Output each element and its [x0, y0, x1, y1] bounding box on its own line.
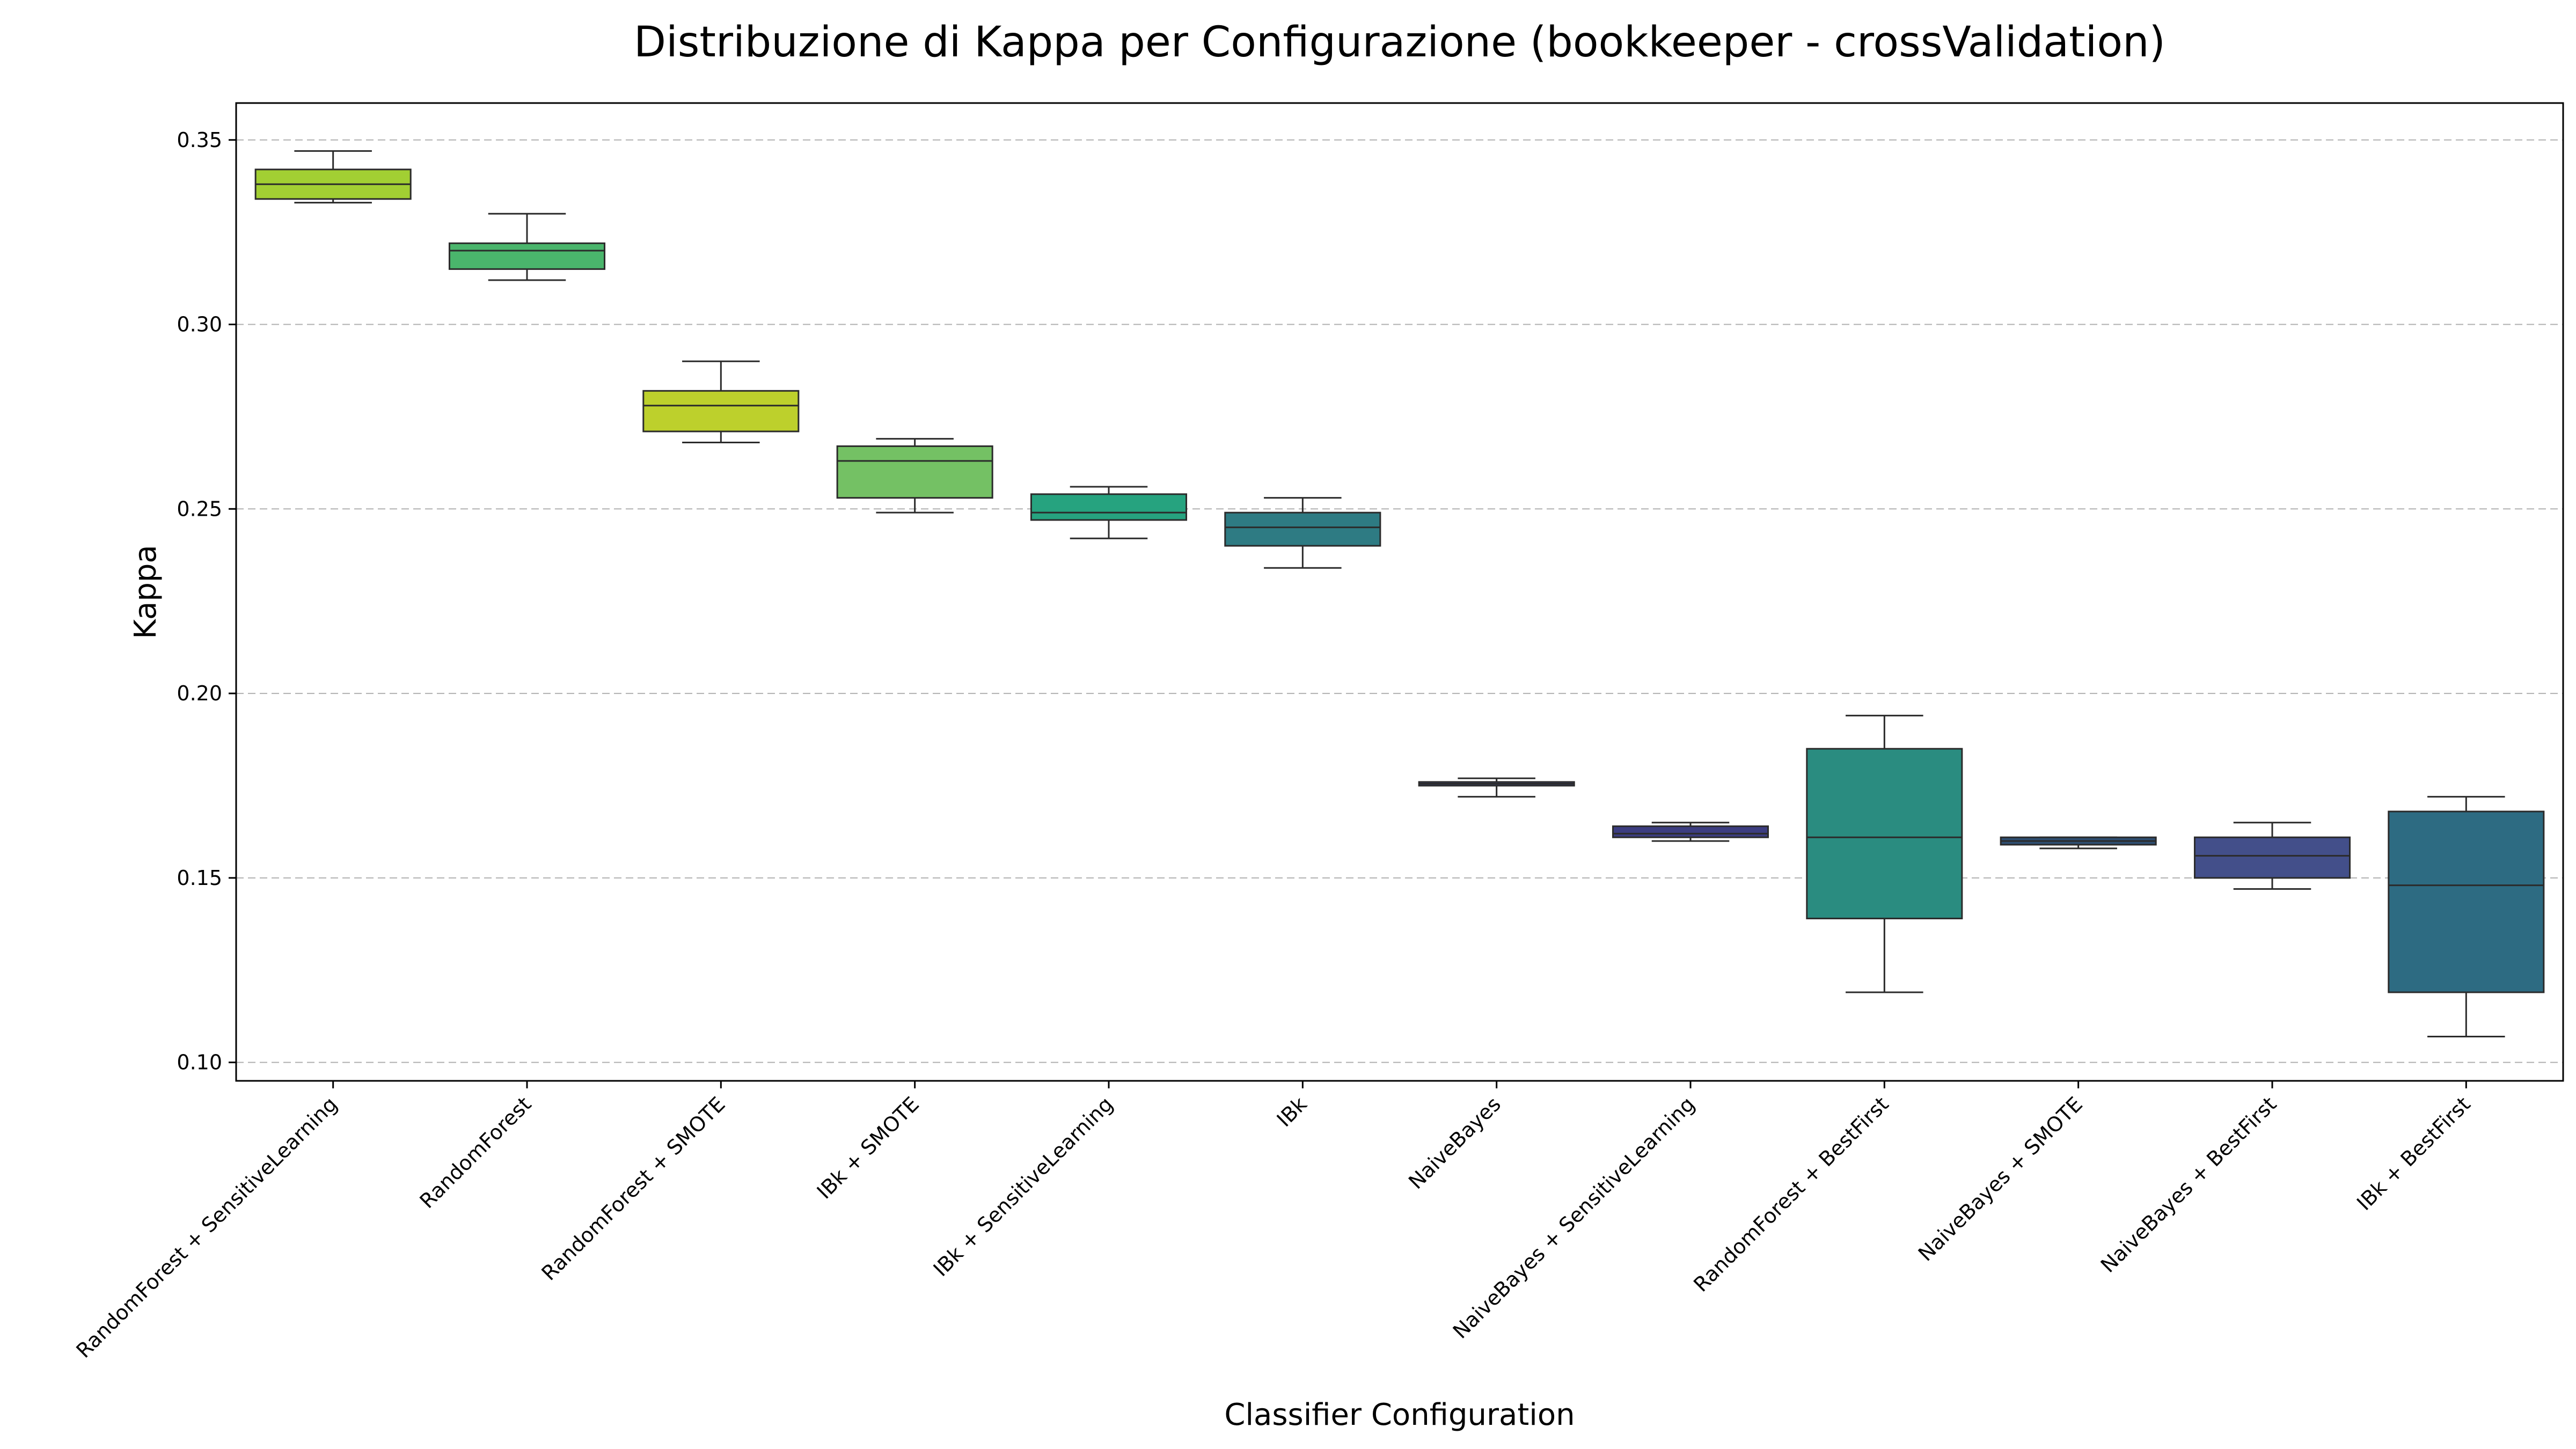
box-iqr: [1224, 511, 1381, 547]
box-group: [1030, 486, 1188, 539]
x-tick-label: IBk: [1272, 1092, 1312, 1131]
y-tick-label: 0.10: [177, 1051, 222, 1074]
box-iqr: [2193, 836, 2351, 879]
box-group: [254, 150, 412, 204]
box-iqr: [1030, 493, 1188, 521]
x-axis-label: Classifier Configuration: [1224, 1397, 1575, 1432]
x-tick-label: RandomForest: [415, 1092, 536, 1213]
y-tick-label: 0.30: [177, 313, 222, 336]
box-iqr: [2388, 810, 2545, 993]
box-group: [2388, 796, 2545, 1037]
box-iqr: [836, 445, 993, 499]
plot-area-frame: [235, 102, 2564, 1082]
box-group: [836, 438, 993, 514]
x-tick-label: NaiveBayes + BestFirst: [2096, 1092, 2281, 1277]
x-tick-label: NaiveBayes: [1404, 1092, 1505, 1194]
y-tick-label: 0.20: [177, 682, 222, 705]
box-group: [1806, 714, 1963, 993]
boxes-layer: [254, 150, 2545, 1037]
box-group: [2193, 822, 2351, 890]
chart-title: Distribuzione di Kappa per Configurazion…: [634, 18, 2165, 67]
y-tick-label: 0.35: [177, 128, 222, 152]
box-group: [1224, 497, 1381, 569]
box-iqr: [642, 390, 800, 433]
box-group: [1612, 822, 1769, 842]
box-iqr: [1612, 825, 1769, 838]
y-axis-label: Kappa: [128, 545, 163, 639]
x-tick-label: IBk + SensitiveLearning: [929, 1092, 1118, 1281]
x-tick-label: NaiveBayes + SMOTE: [1914, 1092, 2087, 1265]
x-tick-label: IBk + SMOTE: [813, 1092, 924, 1203]
box-iqr: [448, 242, 606, 270]
y-tick-label: 0.15: [177, 866, 222, 890]
box-iqr: [1806, 748, 1963, 919]
box-group: [642, 360, 800, 444]
box-group: [448, 213, 606, 281]
x-tick-label: IBk + BestFirst: [2352, 1092, 2475, 1215]
x-axis-ticks: RandomForest + SensitiveLearning RandomFo…: [71, 1081, 2475, 1363]
x-tick-label: NaiveBayes + SensitiveLearning: [1448, 1092, 1700, 1343]
x-tick-label: RandomForest + SMOTE: [537, 1092, 729, 1285]
box-group: [2000, 836, 2157, 850]
y-axis-ticks: 0.10 0.15 0.20 0.25 0.30 0.35: [177, 128, 236, 1074]
y-tick-label: 0.25: [177, 497, 222, 521]
box-group: [1418, 777, 1575, 798]
x-tick-label: RandomForest + BestFirst: [1689, 1092, 1893, 1296]
grid-lines: [236, 139, 2563, 1063]
x-tick-label: RandomForest + SensitiveLearning: [71, 1092, 342, 1363]
